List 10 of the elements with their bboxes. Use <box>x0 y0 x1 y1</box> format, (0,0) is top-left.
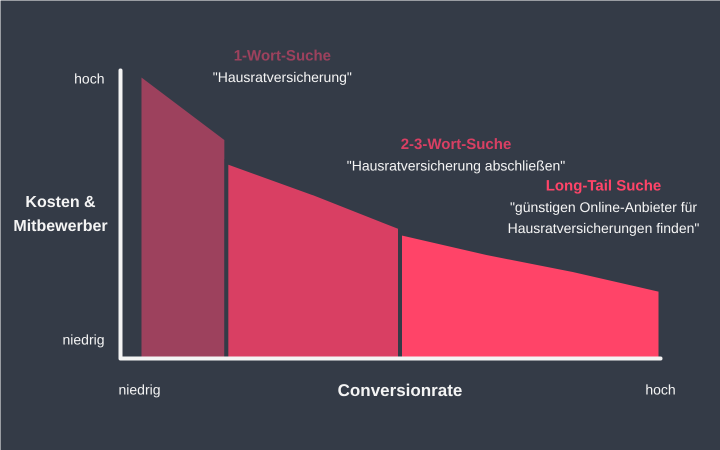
text: niedrig <box>62 332 105 348</box>
text: 2-3-Wort-Suche <box>400 136 512 153</box>
text: 1-Wort-Suche <box>234 48 331 65</box>
text: Long-Tail Suche <box>546 178 662 195</box>
annotation: "Hausratversicherung abschließen" <box>346 157 566 174</box>
y-axis-title: Kosten & Mitbewerber <box>13 194 108 235</box>
annotation: "Hausratversicherung" <box>212 69 352 86</box>
x-axis-title: Conversionrate <box>338 381 462 400</box>
annotation: "günstigen Online-Anbieter für Hausratversicherungen finden" <box>508 199 700 236</box>
text: hoch <box>74 70 104 86</box>
